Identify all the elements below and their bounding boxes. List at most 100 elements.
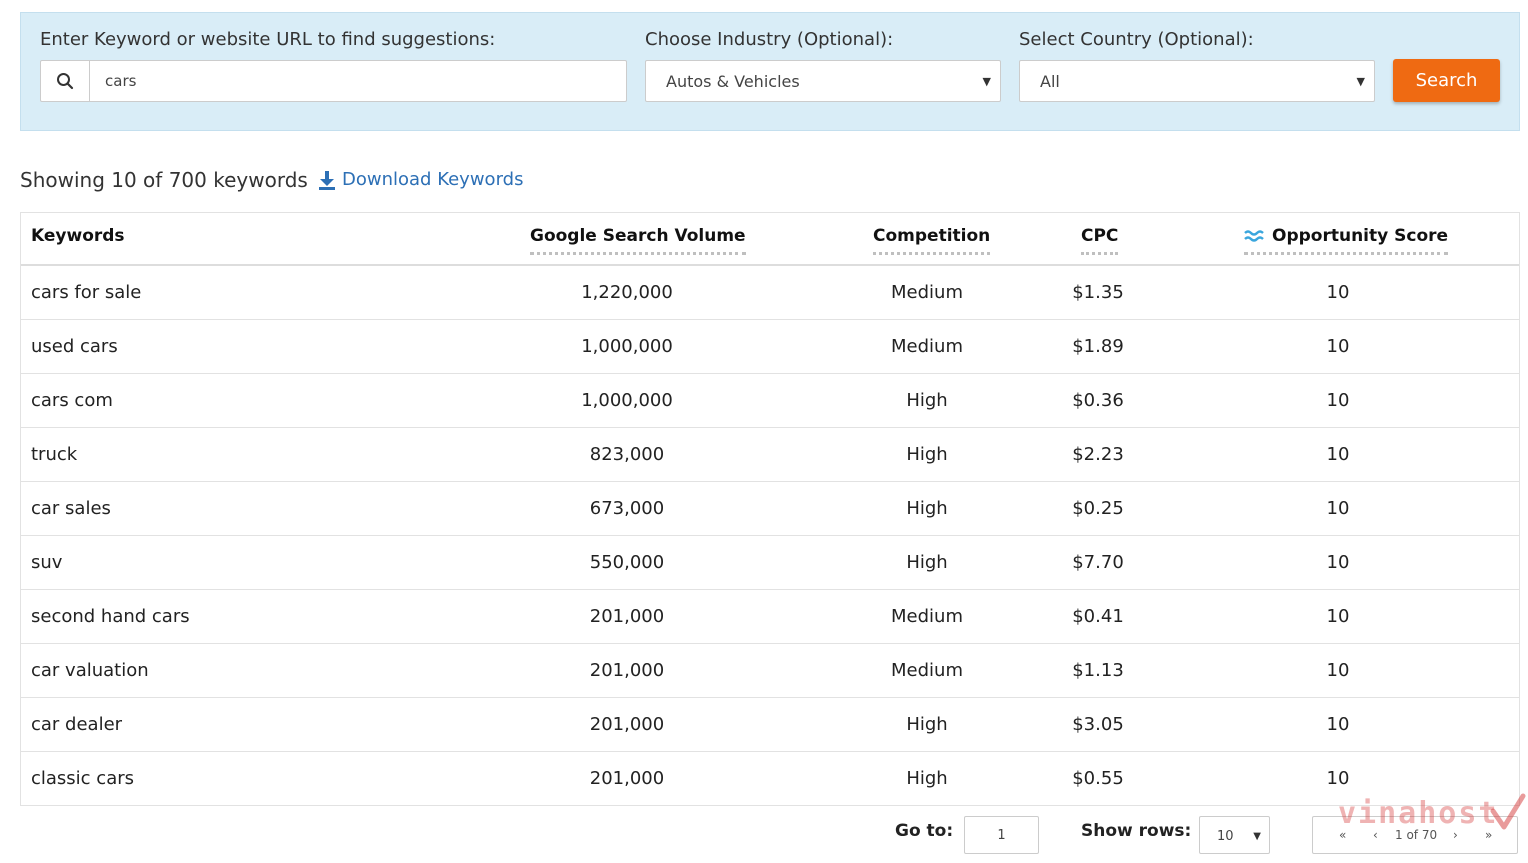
table-row: cars for sale 1,220,000 Medium $1.35 10 [21, 266, 1519, 320]
table-row: car valuation 201,000 Medium $1.13 10 [21, 644, 1519, 698]
cell-keyword: used cars [31, 336, 118, 357]
cell-volume: 1,000,000 [581, 390, 673, 411]
cell-keyword: second hand cars [31, 606, 190, 627]
header-search-volume[interactable]: Google Search Volume [530, 226, 746, 255]
cell-cpc: $1.89 [1072, 336, 1124, 357]
table-row: classic cars 201,000 High $0.55 10 [21, 752, 1519, 806]
opportunity-score-label: Opportunity Score [1244, 226, 1449, 255]
show-rows-value: 10 [1217, 829, 1234, 844]
table-row: cars com 1,000,000 High $0.36 10 [21, 374, 1519, 428]
header-cpc[interactable]: CPC [1081, 226, 1119, 255]
cell-competition: Medium [891, 606, 963, 627]
table-body: cars for sale 1,220,000 Medium $1.35 10 … [21, 266, 1519, 806]
keyword-input-group [40, 60, 627, 102]
cell-score: 10 [1326, 282, 1350, 303]
cell-volume: 201,000 [589, 768, 665, 789]
cell-keyword: car dealer [31, 714, 123, 735]
table-row: truck 823,000 High $2.23 10 [21, 428, 1519, 482]
keyword-input[interactable] [90, 61, 626, 101]
cell-score: 10 [1326, 714, 1350, 735]
caret-down-icon: ▼ [1356, 75, 1365, 88]
country-select[interactable]: All ▼ [1019, 60, 1375, 102]
header-opportunity-score[interactable]: Opportunity Score [1244, 226, 1449, 255]
cell-score: 10 [1326, 660, 1350, 681]
table-header: Keywords Google Search Volume Competitio… [21, 213, 1519, 266]
cell-keyword: cars for sale [31, 282, 142, 303]
watermark: vinahost [1338, 796, 1499, 831]
search-button[interactable]: Search [1393, 59, 1500, 102]
cell-keyword: car valuation [31, 660, 149, 681]
cell-cpc: $0.36 [1072, 390, 1124, 411]
cell-competition: Medium [891, 336, 963, 357]
next-page-button[interactable]: › [1453, 828, 1458, 842]
header-keywords[interactable]: Keywords [31, 226, 125, 246]
cell-competition: High [906, 498, 948, 519]
country-label: Select Country (Optional): [1019, 29, 1254, 50]
goto-label: Go to: [895, 821, 954, 841]
show-rows-select[interactable]: 10 ▼ [1199, 816, 1270, 854]
cell-cpc: $7.70 [1072, 552, 1124, 573]
industry-select[interactable]: Autos & Vehicles ▼ [645, 60, 1001, 102]
cell-keyword: cars com [31, 390, 113, 411]
cell-keyword: truck [31, 444, 78, 465]
cell-score: 10 [1326, 552, 1350, 573]
cell-volume: 1,000,000 [581, 336, 673, 357]
cell-competition: High [906, 768, 948, 789]
cell-score: 10 [1326, 768, 1350, 789]
table-row: second hand cars 201,000 Medium $0.41 10 [21, 590, 1519, 644]
cell-keyword: classic cars [31, 768, 135, 789]
cell-cpc: $0.41 [1072, 606, 1124, 627]
table-row: suv 550,000 High $7.70 10 [21, 536, 1519, 590]
industry-label: Choose Industry (Optional): [645, 29, 894, 50]
cell-cpc: $1.13 [1072, 660, 1124, 681]
cell-volume: 1,220,000 [581, 282, 673, 303]
goto-page-input[interactable] [964, 816, 1039, 854]
table-row: car dealer 201,000 High $3.05 10 [21, 698, 1519, 752]
cell-cpc: $0.25 [1072, 498, 1124, 519]
page-info: 1 of 70 [1395, 828, 1438, 842]
cell-competition: High [906, 390, 948, 411]
cell-score: 10 [1326, 444, 1350, 465]
download-keywords-label: Download Keywords [342, 169, 524, 190]
industry-select-value: Autos & Vehicles [666, 72, 800, 91]
cell-competition: Medium [891, 660, 963, 681]
header-competition[interactable]: Competition [873, 226, 991, 255]
table-row: used cars 1,000,000 Medium $1.89 10 [21, 320, 1519, 374]
cell-competition: High [906, 552, 948, 573]
results-summary: Showing 10 of 700 keywords [20, 168, 308, 192]
cell-score: 10 [1326, 498, 1350, 519]
cell-keyword: suv [31, 552, 63, 573]
keywords-table: Keywords Google Search Volume Competitio… [20, 212, 1520, 806]
cell-volume: 673,000 [589, 498, 665, 519]
download-icon [319, 170, 335, 190]
prev-page-button[interactable]: ‹ [1373, 828, 1378, 842]
waves-icon [1244, 230, 1264, 242]
cell-score: 10 [1326, 336, 1350, 357]
cell-score: 10 [1326, 390, 1350, 411]
cell-cpc: $0.55 [1072, 768, 1124, 789]
cell-cpc: $1.35 [1072, 282, 1124, 303]
caret-down-icon: ▼ [1253, 831, 1261, 842]
cell-score: 10 [1326, 606, 1350, 627]
caret-down-icon: ▼ [982, 75, 991, 88]
cell-cpc: $2.23 [1072, 444, 1124, 465]
cell-competition: High [906, 714, 948, 735]
pagination: « ‹ 1 of 70 › » [1312, 816, 1518, 854]
table-row: car sales 673,000 High $0.25 10 [21, 482, 1519, 536]
cell-volume: 201,000 [589, 714, 665, 735]
last-page-button[interactable]: » [1485, 828, 1493, 842]
first-page-button[interactable]: « [1339, 828, 1347, 842]
cell-volume: 823,000 [589, 444, 665, 465]
cell-volume: 201,000 [589, 660, 665, 681]
cell-keyword: car sales [31, 498, 111, 519]
country-select-value: All [1040, 72, 1060, 91]
download-keywords-link[interactable]: Download Keywords [318, 169, 523, 190]
checkmark-icon [1490, 793, 1526, 830]
cell-volume: 201,000 [589, 606, 665, 627]
cell-competition: Medium [891, 282, 963, 303]
keyword-label: Enter Keyword or website URL to find sug… [40, 29, 496, 50]
cell-volume: 550,000 [589, 552, 665, 573]
search-icon[interactable] [41, 61, 90, 101]
show-rows-label: Show rows: [1081, 821, 1192, 841]
cell-cpc: $3.05 [1072, 714, 1124, 735]
